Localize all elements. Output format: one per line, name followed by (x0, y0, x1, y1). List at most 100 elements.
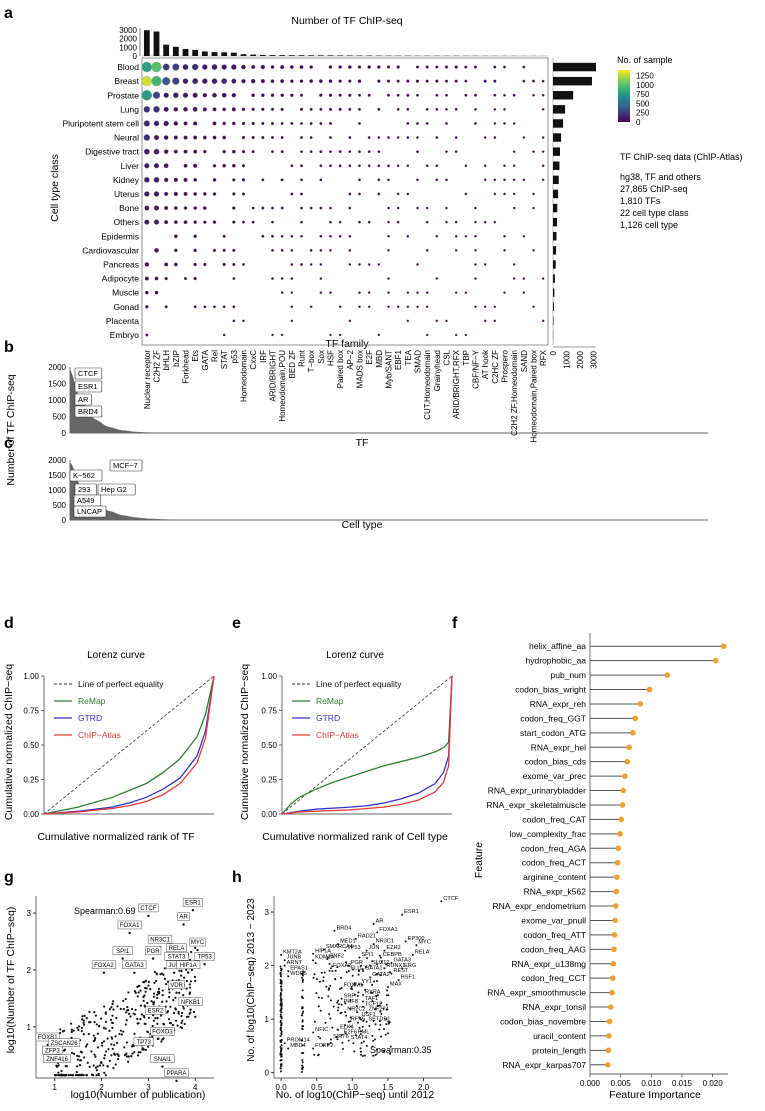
h-point (280, 968, 283, 971)
a-dot (153, 148, 160, 155)
h-point (376, 994, 379, 997)
g-point (182, 1007, 185, 1010)
g-point (64, 1064, 67, 1068)
a-dot (329, 164, 332, 168)
h-point (300, 1070, 303, 1073)
a-dot (425, 206, 429, 210)
h-labeled-point (376, 931, 379, 934)
g-labeled-point (55, 1065, 59, 1068)
a-dot (377, 65, 381, 69)
g-point (115, 1041, 119, 1045)
g-label-box (122, 960, 147, 970)
h-label: GATA2 (372, 972, 390, 978)
f-feature-label: RNA_expr_reh (530, 699, 586, 709)
a-top-bar (240, 54, 247, 56)
a-dot (445, 319, 448, 323)
a-dot (328, 93, 333, 97)
h-label: AR (376, 918, 384, 924)
h-point (364, 988, 367, 991)
a-dot (416, 150, 419, 154)
f-feature-label: RNA_expr_u138mg (511, 959, 586, 969)
a-dot (251, 135, 255, 140)
a-dot (164, 305, 168, 309)
g-point (137, 985, 140, 988)
h-point (280, 1007, 283, 1010)
h-point (301, 1025, 304, 1028)
a-dot (231, 107, 236, 112)
h-point (373, 1038, 376, 1041)
g-point (139, 1004, 142, 1007)
a-dot (193, 206, 198, 210)
h-tick-label: 0.0 (276, 1083, 288, 1092)
a-right-bar (553, 175, 559, 185)
a-dot (172, 92, 179, 99)
g-point (76, 1065, 79, 1068)
g-labeled-point (196, 948, 199, 952)
g-point (152, 1003, 155, 1006)
a-info-line-2: 27,865 ChIP-seq (620, 184, 688, 194)
h-point (279, 971, 282, 974)
g-point (131, 1045, 134, 1048)
h-point (279, 993, 282, 996)
a-dot (435, 79, 439, 83)
a-dot (338, 333, 342, 337)
a-dot (163, 120, 169, 127)
a-dot (213, 305, 216, 309)
a-legend-tick-label: 1000 (636, 81, 654, 90)
f-point (630, 730, 636, 736)
g-labeled-point (161, 1065, 164, 1068)
h-point (329, 1017, 332, 1020)
g-point (183, 976, 186, 979)
a-dot (532, 93, 535, 97)
c-xlabel: Cell type (342, 519, 383, 531)
g-tick-label: 4 (193, 1083, 198, 1092)
a-dot (338, 150, 342, 154)
a-dot (503, 164, 506, 168)
a-dot (202, 64, 208, 70)
g-point (144, 990, 147, 993)
g-labeled-point (133, 971, 136, 974)
h-point (280, 1017, 283, 1020)
a-row-label: Prostate (107, 90, 139, 100)
g-point (122, 999, 125, 1002)
g-label: JUN (168, 963, 180, 969)
a-dot (280, 79, 285, 84)
g-point (69, 1074, 72, 1077)
h-point (329, 1041, 332, 1044)
a-dot (270, 135, 275, 140)
h-point (320, 971, 323, 974)
g-point (93, 1038, 97, 1041)
g-point (163, 967, 166, 970)
a-dot (154, 276, 159, 281)
a-col-label: Homeodomain,POU (278, 350, 287, 422)
a-dot (173, 206, 178, 210)
a-dot (173, 107, 179, 112)
g-point (82, 1019, 85, 1022)
a-dot (192, 106, 198, 112)
h-point (280, 1000, 283, 1003)
h-point (279, 1045, 282, 1048)
g-point (103, 1054, 106, 1057)
h-point (279, 1040, 282, 1043)
g-point (101, 1041, 104, 1044)
f-feature-label: codon_freq_AGA (521, 843, 587, 853)
h-label: TP53 (347, 945, 360, 951)
f-feature-label: codon_freq_CAT (522, 814, 586, 824)
h-point (301, 1005, 304, 1008)
a-top-tick-label: 3000 (119, 26, 137, 35)
h-point (365, 966, 368, 969)
a-dot (143, 106, 151, 113)
a-dot (299, 65, 304, 70)
a-dot (183, 276, 188, 281)
a-dot (416, 291, 419, 294)
a-dot (541, 79, 545, 83)
g-point (134, 991, 137, 994)
h-point (326, 956, 329, 959)
g-point (146, 1031, 149, 1034)
g-label-box (182, 897, 203, 907)
a-dot (396, 305, 400, 309)
g-point (152, 1001, 155, 1004)
h-point (301, 989, 304, 992)
a-dot (387, 164, 390, 168)
panel-letter-a: a (4, 5, 13, 22)
